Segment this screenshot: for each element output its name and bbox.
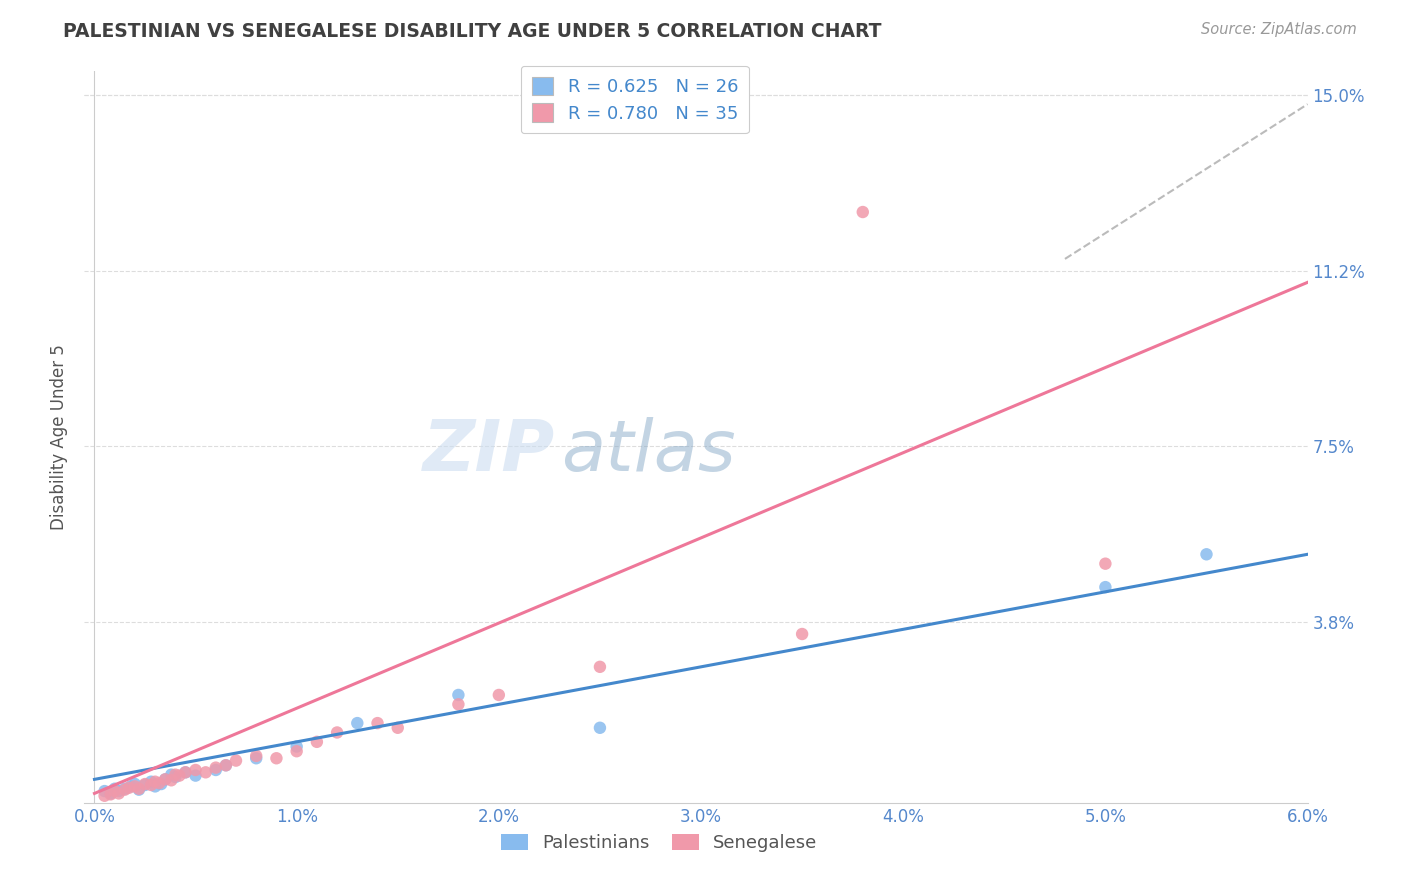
- Point: [104, 781, 127, 796]
- Point: [174, 765, 197, 780]
- Point: [245, 748, 267, 763]
- Point: [184, 769, 207, 783]
- Point: [124, 780, 146, 794]
- Point: [215, 758, 238, 772]
- Legend: Palestinians, Senegalese: Palestinians, Senegalese: [494, 827, 825, 860]
- Point: [150, 777, 173, 791]
- Point: [100, 788, 122, 802]
- Point: [128, 781, 150, 796]
- Point: [285, 744, 308, 758]
- Point: [169, 769, 191, 783]
- Text: ZIP: ZIP: [423, 417, 555, 486]
- Text: PALESTINIAN VS SENEGALESE DISABILITY AGE UNDER 5 CORRELATION CHART: PALESTINIAN VS SENEGALESE DISABILITY AGE…: [63, 22, 882, 41]
- Point: [128, 782, 150, 797]
- Point: [245, 751, 267, 765]
- Point: [1195, 547, 1218, 561]
- Text: atlas: atlas: [561, 417, 735, 486]
- Point: [488, 688, 510, 702]
- Point: [447, 698, 470, 712]
- Point: [165, 767, 187, 781]
- Point: [589, 721, 612, 735]
- Point: [155, 772, 177, 787]
- Point: [165, 770, 187, 784]
- Point: [134, 778, 156, 792]
- Point: [204, 761, 226, 775]
- Point: [93, 789, 115, 803]
- Point: [107, 784, 129, 798]
- Point: [305, 735, 328, 749]
- Point: [1094, 557, 1116, 571]
- Point: [100, 786, 122, 800]
- Point: [790, 627, 813, 641]
- Point: [114, 781, 136, 796]
- Point: [174, 765, 197, 780]
- Point: [326, 725, 349, 739]
- Point: [184, 763, 207, 777]
- Point: [118, 780, 141, 795]
- Point: [114, 782, 136, 797]
- Point: [143, 780, 166, 794]
- Point: [225, 754, 247, 768]
- Point: [160, 767, 183, 781]
- Point: [387, 721, 409, 735]
- Point: [346, 716, 368, 731]
- Point: [104, 784, 127, 798]
- Point: [447, 688, 470, 702]
- Point: [120, 780, 142, 794]
- Point: [215, 758, 238, 772]
- Point: [204, 763, 226, 777]
- Point: [367, 716, 389, 731]
- Y-axis label: Disability Age Under 5: Disability Age Under 5: [49, 344, 67, 530]
- Point: [589, 660, 612, 674]
- Point: [266, 751, 288, 765]
- Point: [124, 777, 146, 791]
- Point: [285, 739, 308, 754]
- Point: [194, 765, 217, 780]
- Point: [1094, 580, 1116, 594]
- Point: [107, 786, 129, 800]
- Point: [139, 774, 162, 789]
- Text: Source: ZipAtlas.com: Source: ZipAtlas.com: [1201, 22, 1357, 37]
- Point: [93, 784, 115, 798]
- Point: [155, 772, 177, 787]
- Point: [160, 773, 183, 788]
- Point: [143, 774, 166, 789]
- Point: [852, 205, 875, 219]
- Point: [139, 778, 162, 792]
- Point: [134, 777, 156, 791]
- Point: [148, 776, 170, 790]
